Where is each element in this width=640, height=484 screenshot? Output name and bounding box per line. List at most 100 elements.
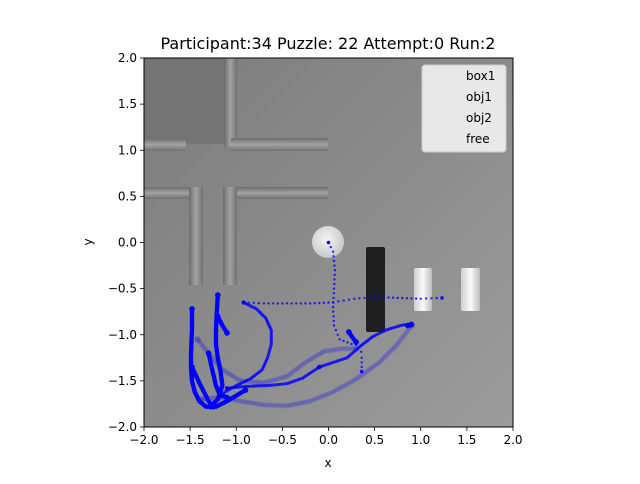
trajectory-point bbox=[269, 377, 275, 383]
legend-entry: obj1 bbox=[466, 90, 492, 104]
trajectory-point bbox=[332, 296, 335, 300]
trajectory-point bbox=[252, 379, 259, 385]
trajectory-point bbox=[263, 379, 269, 385]
trajectory-point bbox=[257, 302, 261, 305]
trajectory-point bbox=[353, 297, 356, 300]
trajectory-point bbox=[332, 310, 335, 313]
trajectory-point bbox=[396, 339, 402, 345]
trajectory-point bbox=[255, 401, 261, 407]
trajectory-point bbox=[319, 349, 325, 356]
legend-entry: free bbox=[466, 132, 490, 146]
black-box bbox=[366, 247, 385, 332]
legend: box1 obj1 obj2 free bbox=[421, 64, 507, 153]
trajectory-point bbox=[328, 347, 334, 353]
y-axis: −2.0 −1.5 −1.0 −0.5 0.0 0.5 1.0 1.5 2.0 bbox=[108, 51, 144, 434]
wall bbox=[144, 138, 186, 151]
trajectory-point bbox=[332, 287, 336, 290]
trajectory-point bbox=[223, 369, 229, 375]
trajectory-point bbox=[221, 395, 227, 402]
trajectory-point bbox=[261, 402, 267, 408]
trajectory-point bbox=[236, 377, 242, 383]
trajectory-point bbox=[309, 397, 315, 403]
trajectory-point bbox=[384, 352, 390, 358]
trajectory-point bbox=[221, 368, 227, 374]
y-tick-label: −1.5 bbox=[108, 374, 137, 388]
trajectory-point bbox=[307, 398, 313, 404]
trajectory-point bbox=[333, 269, 337, 272]
trajectory-point bbox=[305, 399, 311, 405]
trajectory-point bbox=[320, 393, 326, 399]
trajectory-point bbox=[250, 379, 256, 385]
x-axis: −2.0 −1.5 −1.0 −0.5 0.0 0.5 1.0 1.5 2.0 bbox=[129, 427, 523, 447]
trajectory-point bbox=[334, 387, 340, 393]
trajectory-point bbox=[353, 345, 360, 352]
trajectory-point bbox=[242, 399, 248, 405]
trajectory-point bbox=[388, 347, 395, 353]
trajectory-point bbox=[262, 302, 266, 305]
trajectory-point bbox=[349, 378, 355, 384]
trajectory-point bbox=[317, 394, 324, 400]
trajectory-point bbox=[395, 341, 401, 347]
trajectory-point bbox=[391, 296, 395, 299]
trajectory-point bbox=[362, 370, 368, 376]
x-tick-label: 2.0 bbox=[503, 433, 522, 447]
trajectory-point bbox=[342, 382, 348, 389]
trajectory-point bbox=[339, 346, 345, 352]
trajectory-point bbox=[313, 302, 316, 305]
trajectory-point bbox=[327, 301, 330, 304]
y-axis-label: y bbox=[81, 238, 95, 245]
trajectory-point bbox=[263, 402, 269, 408]
trajectory-point bbox=[315, 352, 321, 358]
trajectory-point bbox=[285, 302, 289, 305]
trajectory-point bbox=[288, 370, 294, 377]
trajectory-point bbox=[347, 298, 351, 301]
trajectory-point bbox=[291, 368, 297, 374]
y-tick-label: 1.0 bbox=[118, 143, 137, 157]
trajectory-point bbox=[215, 397, 220, 402]
trajectory-point bbox=[290, 302, 293, 305]
trajectory-point bbox=[201, 345, 207, 351]
trajectory-point bbox=[286, 372, 292, 378]
x-tick-label: 0.5 bbox=[365, 433, 384, 447]
trajectory-series bbox=[189, 364, 216, 410]
trajectory-point bbox=[336, 386, 342, 392]
trajectory-point bbox=[330, 347, 336, 353]
trajectory-point bbox=[374, 361, 381, 367]
trajectory-point bbox=[267, 378, 273, 384]
trajectory-point bbox=[353, 376, 359, 382]
trajectory-point bbox=[360, 356, 363, 359]
trajectory-point bbox=[284, 373, 290, 379]
trajectory-point bbox=[392, 344, 398, 350]
trajectory-point bbox=[390, 346, 396, 352]
trajectory-point bbox=[295, 365, 301, 371]
trajectory-point bbox=[342, 339, 345, 343]
trajectory-point bbox=[323, 348, 329, 354]
trajectory-point bbox=[313, 353, 320, 359]
trajectory-point bbox=[265, 378, 271, 385]
trajectory-point bbox=[259, 401, 265, 408]
x-tick-label: 1.0 bbox=[411, 433, 430, 447]
y-tick-label: 0.5 bbox=[118, 189, 137, 203]
trajectory-series bbox=[205, 350, 230, 401]
trajectory-point bbox=[340, 384, 346, 390]
trajectory-point bbox=[435, 296, 438, 300]
trajectory-point bbox=[284, 403, 290, 409]
trajectory-point bbox=[224, 394, 230, 401]
trajectory-point bbox=[329, 245, 332, 249]
trajectory-point bbox=[205, 350, 212, 357]
trajectory-point bbox=[359, 344, 362, 347]
trajectory-point bbox=[397, 337, 404, 343]
trajectory-point bbox=[332, 301, 335, 304]
trajectory-point bbox=[367, 366, 373, 372]
x-tick-label: −1.0 bbox=[222, 433, 251, 447]
trajectory-point bbox=[353, 339, 360, 345]
trajectory-point bbox=[371, 363, 377, 369]
trajectory-series bbox=[405, 321, 415, 329]
trajectory-point bbox=[200, 343, 206, 349]
trajectory-point bbox=[289, 369, 296, 375]
trajectory-point bbox=[229, 397, 236, 403]
trajectory-point bbox=[282, 374, 288, 380]
trajectory-point bbox=[301, 361, 307, 367]
trajectory-point bbox=[286, 402, 292, 408]
wall bbox=[144, 187, 202, 199]
